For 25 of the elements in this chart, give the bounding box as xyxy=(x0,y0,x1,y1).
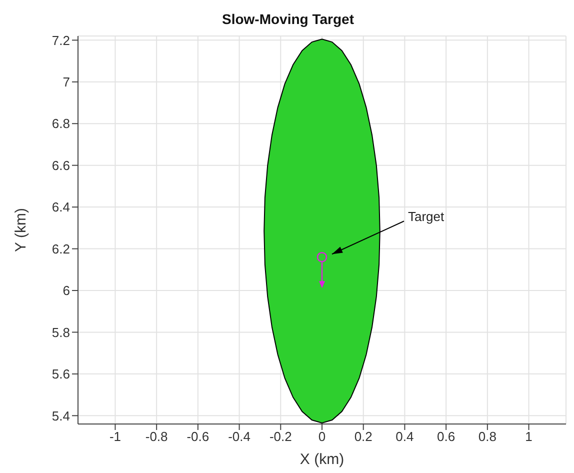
chart-title: Slow-Moving Target xyxy=(221,10,355,29)
y-tick-label: 6 xyxy=(62,283,70,298)
y-tick-label: 6.4 xyxy=(52,200,70,215)
y-tick-label: 6.6 xyxy=(52,158,70,173)
x-tick-label: -0.6 xyxy=(186,429,210,444)
x-axis-title: X (km) xyxy=(300,451,344,468)
x-tick-label: 0.2 xyxy=(354,429,372,444)
y-tick-label: 5.4 xyxy=(52,408,70,424)
y-tick-label: 7.2 xyxy=(52,32,70,48)
x-tick-label: 0.8 xyxy=(478,429,496,444)
y-tick-label: 5.6 xyxy=(52,366,70,382)
y-tick-label: 6.8 xyxy=(52,116,70,132)
x-tick-label: -0.4 xyxy=(228,429,250,444)
x-tick-label: -1 xyxy=(109,429,121,444)
x-tick-label: 0.4 xyxy=(396,429,414,444)
x-tick-label: -0.8 xyxy=(145,429,168,444)
y-tick-label: 6.2 xyxy=(52,241,70,256)
y-tick-label: 7 xyxy=(62,74,70,90)
annotation: Target xyxy=(408,209,445,224)
x-tick-label: 0 xyxy=(318,429,326,444)
x-tick-label: 0.6 xyxy=(437,429,456,444)
x-tick-label: -0.2 xyxy=(269,429,292,444)
x-tick-label: 1 xyxy=(525,429,532,444)
y-tick-label: 5.8 xyxy=(52,324,70,340)
y-axis-title: Y (km) xyxy=(12,208,30,252)
